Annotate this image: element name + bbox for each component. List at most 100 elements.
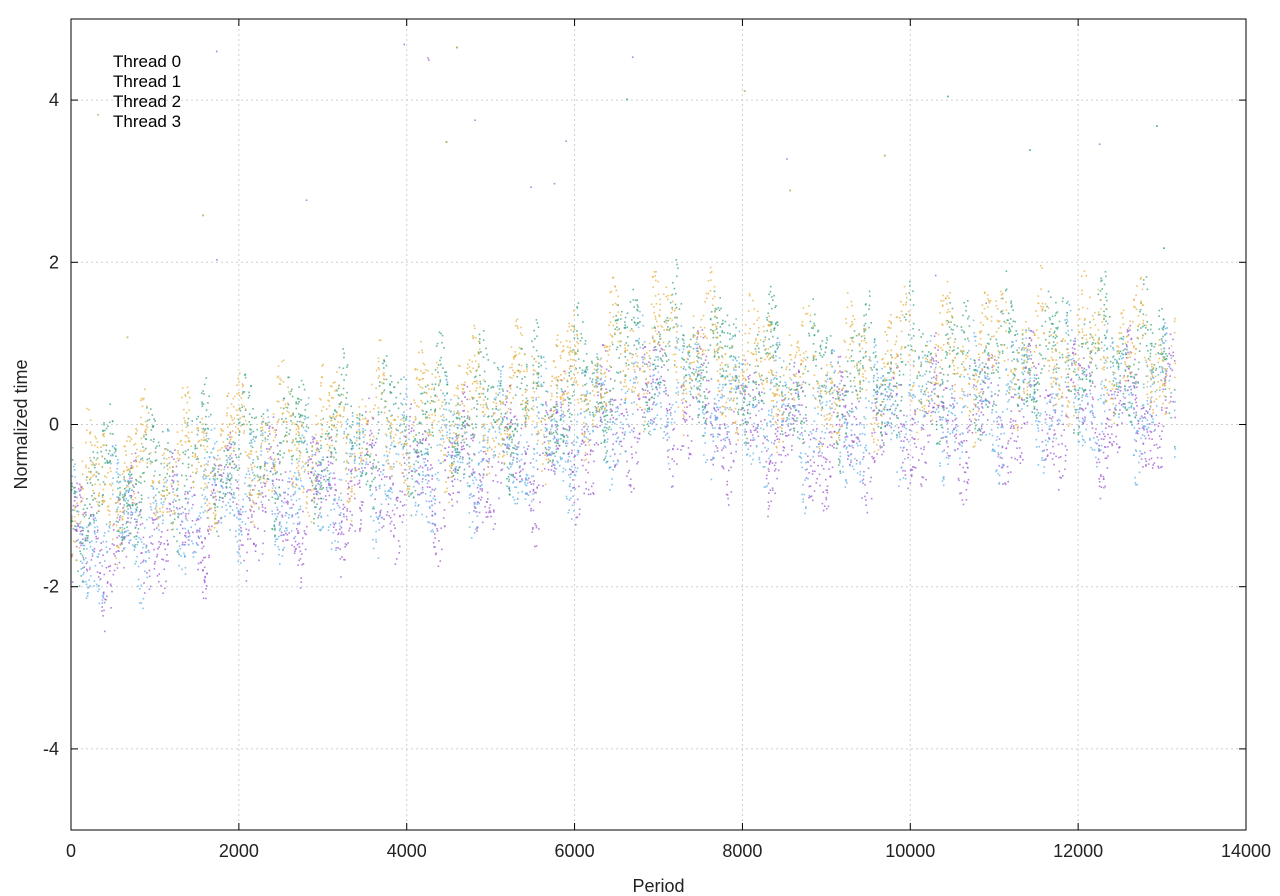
data-point bbox=[713, 457, 716, 460]
data-point bbox=[231, 466, 233, 469]
data-point bbox=[1053, 463, 1055, 466]
data-point bbox=[756, 427, 759, 429]
data-point bbox=[1145, 460, 1148, 463]
data-point bbox=[768, 457, 770, 460]
data-point bbox=[924, 360, 927, 363]
data-point bbox=[377, 518, 379, 520]
data-point bbox=[316, 490, 319, 493]
data-point bbox=[925, 462, 927, 464]
data-point bbox=[75, 496, 78, 499]
data-point bbox=[1010, 471, 1012, 473]
data-point bbox=[116, 468, 118, 470]
data-point bbox=[1071, 364, 1073, 366]
data-point bbox=[665, 393, 667, 395]
data-point bbox=[516, 502, 518, 505]
data-point bbox=[375, 489, 378, 491]
data-point bbox=[698, 388, 701, 391]
data-point bbox=[1024, 378, 1026, 381]
data-point bbox=[198, 530, 201, 533]
data-point bbox=[358, 479, 361, 482]
data-point bbox=[907, 440, 910, 443]
data-point bbox=[307, 459, 310, 462]
data-point bbox=[703, 454, 705, 456]
data-point bbox=[380, 503, 383, 506]
data-point bbox=[99, 562, 101, 564]
data-point bbox=[318, 473, 320, 476]
data-point bbox=[676, 347, 678, 350]
data-point bbox=[802, 381, 805, 383]
data-point bbox=[1090, 421, 1093, 423]
data-point bbox=[1073, 343, 1076, 345]
data-point bbox=[766, 450, 768, 452]
data-point bbox=[87, 530, 90, 533]
data-point bbox=[1151, 416, 1153, 418]
data-point bbox=[934, 347, 936, 349]
data-point bbox=[239, 555, 241, 558]
data-point bbox=[807, 478, 809, 480]
data-point bbox=[260, 501, 262, 503]
data-point bbox=[658, 331, 660, 333]
data-point bbox=[1023, 422, 1026, 424]
data-point bbox=[482, 435, 485, 437]
data-point bbox=[934, 387, 936, 390]
data-point bbox=[928, 361, 931, 364]
data-point bbox=[251, 479, 254, 481]
data-point bbox=[1053, 429, 1056, 432]
data-point bbox=[241, 506, 244, 508]
data-point bbox=[826, 507, 828, 510]
data-point bbox=[627, 471, 630, 474]
data-point bbox=[1000, 426, 1002, 429]
data-point bbox=[873, 363, 876, 366]
data-point bbox=[456, 449, 459, 451]
data-point bbox=[894, 385, 896, 388]
data-point bbox=[565, 440, 568, 442]
data-point bbox=[951, 385, 954, 387]
data-point bbox=[498, 392, 501, 394]
data-point bbox=[242, 511, 244, 513]
data-point bbox=[445, 424, 448, 427]
data-point bbox=[743, 386, 745, 388]
data-point bbox=[95, 535, 97, 538]
data-point bbox=[291, 462, 293, 465]
data-point bbox=[1165, 411, 1167, 413]
data-point bbox=[927, 441, 930, 443]
data-point bbox=[711, 424, 714, 427]
data-point bbox=[991, 366, 994, 368]
data-point bbox=[404, 468, 406, 471]
data-point bbox=[206, 498, 208, 500]
data-point bbox=[722, 466, 724, 468]
data-point bbox=[538, 412, 540, 414]
data-point bbox=[205, 588, 207, 590]
data-point bbox=[1106, 348, 1108, 351]
data-point bbox=[886, 424, 889, 426]
data-point bbox=[334, 522, 337, 524]
data-point bbox=[885, 433, 888, 435]
data-point bbox=[272, 416, 275, 418]
data-point bbox=[855, 436, 858, 439]
data-point bbox=[75, 530, 78, 532]
data-point bbox=[612, 469, 614, 471]
data-point bbox=[1133, 427, 1136, 429]
data-point bbox=[472, 468, 474, 471]
data-point bbox=[445, 408, 448, 411]
data-point bbox=[564, 469, 567, 471]
data-point bbox=[1015, 339, 1018, 342]
data-point bbox=[772, 418, 774, 420]
data-point bbox=[1028, 329, 1030, 331]
data-point bbox=[375, 486, 377, 489]
data-point bbox=[712, 427, 714, 429]
data-point bbox=[845, 435, 848, 437]
data-point bbox=[427, 434, 430, 437]
data-point bbox=[696, 343, 698, 346]
data-point bbox=[360, 454, 362, 457]
data-point bbox=[413, 429, 415, 432]
data-point bbox=[1097, 399, 1100, 401]
data-point bbox=[212, 488, 215, 491]
data-point bbox=[1170, 357, 1173, 359]
data-point bbox=[705, 423, 707, 425]
data-point bbox=[1048, 394, 1051, 396]
data-point bbox=[261, 506, 264, 508]
data-point bbox=[394, 527, 396, 529]
data-point bbox=[805, 420, 808, 422]
data-point bbox=[818, 473, 821, 476]
